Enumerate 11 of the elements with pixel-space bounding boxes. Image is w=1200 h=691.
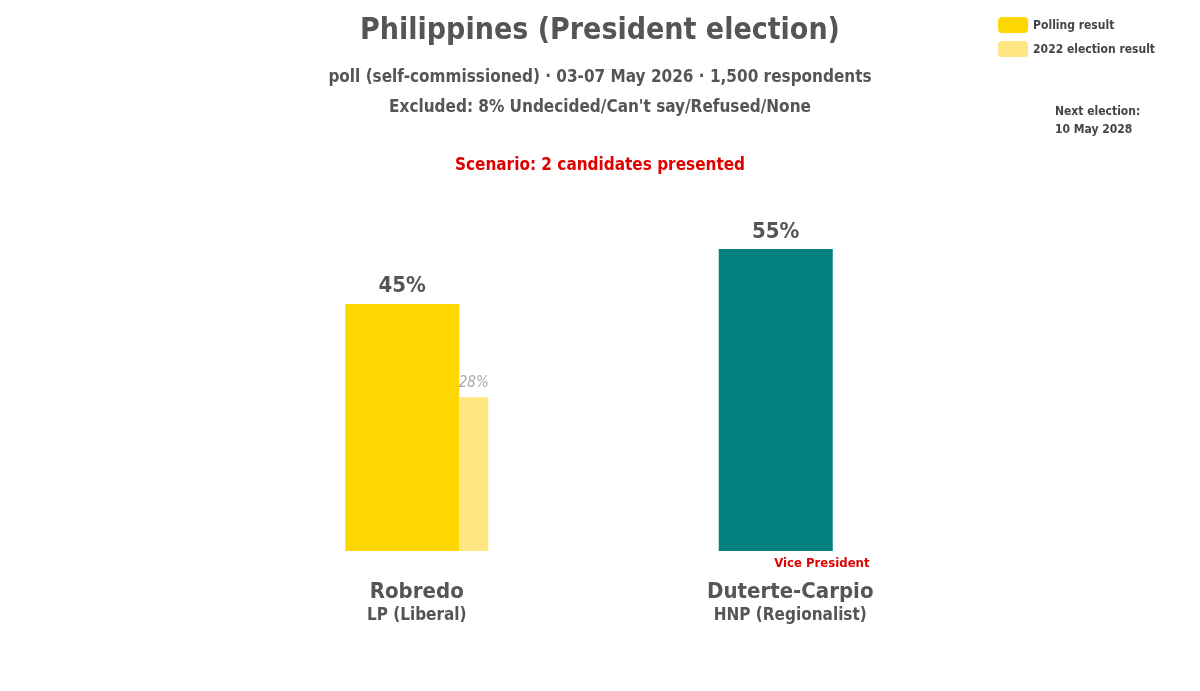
text: Next election: 10 May 2028: [1055, 104, 1141, 136]
x-tick-label: Robredo LP (Liberal): [366, 577, 467, 624]
chart-subtitle: poll (self-commissioned) · 03-07 May 2026 · 1,500 respondents Excluded: 8% Undecided/Can't say/Refused/None: [328, 66, 872, 116]
x-tick-label: Duterte-Carpio HNP (Regionalist): [707, 577, 874, 624]
chart-title: Philippines (President election): [360, 10, 840, 46]
legend-label: 2022 election result: [1033, 42, 1156, 56]
annotation: Vice President: [774, 555, 870, 570]
data-label: 55%: [752, 217, 800, 243]
data-label: 45%: [378, 272, 427, 298]
legend-label: Polling result: [1033, 18, 1115, 32]
text: Scenario: 2 candidates presented: [454, 153, 746, 174]
